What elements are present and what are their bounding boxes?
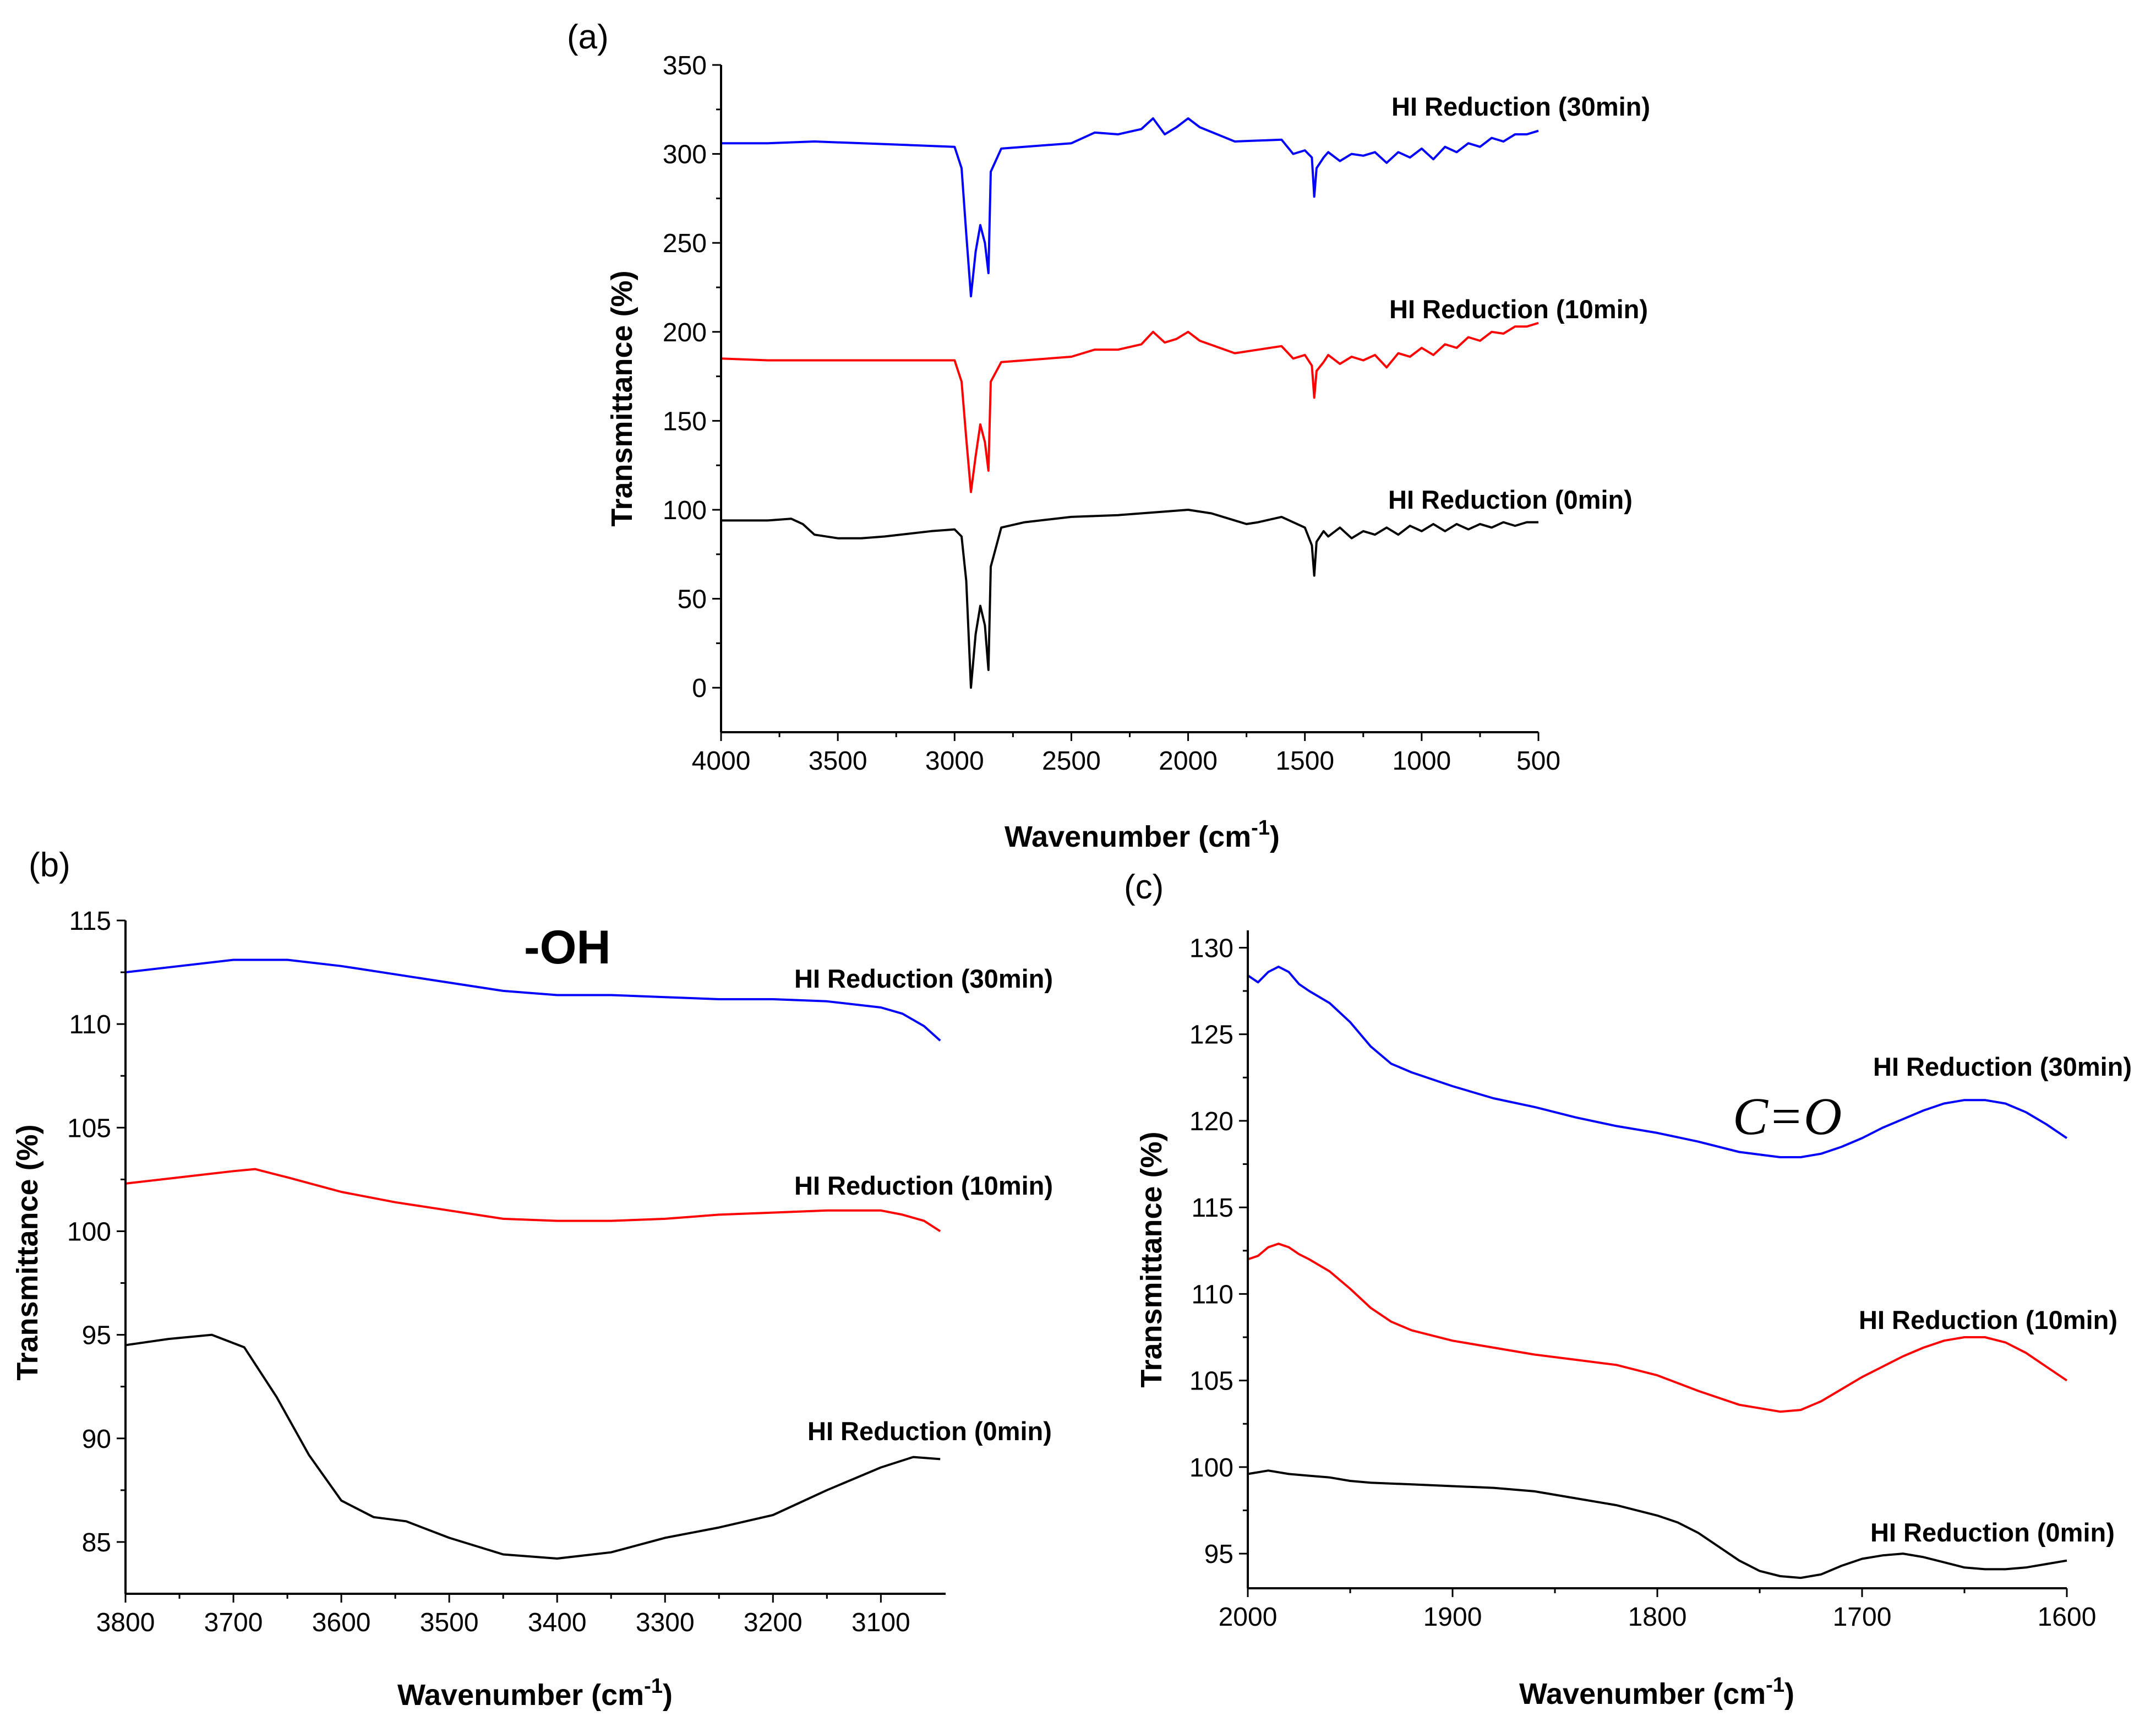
panel-c-y-ticks: 95 100 105 110 115 120 125 130	[1189, 934, 1248, 1569]
panel-a-x-axis-title: Wavenumber (cm-1)	[1005, 816, 1280, 853]
panel-b-y-axis-title: Transmittance (%)	[11, 1124, 44, 1380]
panel-a-y-tick-label: 150	[663, 407, 707, 436]
panel-b-plot-area	[125, 958, 941, 1560]
panel-b-x-axis-title-main: Wavenumber (cm	[397, 1679, 644, 1712]
panel-a-x-tick-label: 2000	[1159, 747, 1218, 776]
panel-c-x-ticks: 2000 1900 1800 1700 1600	[1219, 1588, 2097, 1632]
panel-c-label-30min: HI Reduction (30min)	[1873, 1052, 2132, 1081]
panel-a-x-axis-title-sup: -1	[1251, 816, 1270, 840]
panel-a-y-tick-label: 200	[663, 318, 707, 347]
panel-b-x-ticks: 3800 3700 3600 3500 3400 3300 3200 3100	[96, 1594, 910, 1637]
panel-b-x-tick-label: 3100	[852, 1608, 910, 1637]
panel-c-x-axis-title-close: )	[1784, 1677, 1794, 1710]
panel-b-series-0min	[125, 1333, 941, 1560]
panel-b-series-30min	[125, 958, 941, 1042]
panel-b-y-tick-label: 85	[82, 1528, 111, 1557]
panel-a-x-axis-title-main: Wavenumber (cm	[1005, 820, 1251, 853]
panel-c-x-axis-title-sup: -1	[1766, 1674, 1784, 1697]
panel-b-x-tick-label: 3300	[636, 1608, 695, 1637]
panel-b-x-tick-label: 3400	[528, 1608, 587, 1637]
panel-c-label-0min: HI Reduction (0min)	[1870, 1518, 2115, 1547]
panel-a-label-10min: HI Reduction (10min)	[1389, 295, 1648, 324]
panel-b-x-axis-title-close: )	[663, 1679, 673, 1712]
panel-a-y-tick-label: 0	[692, 674, 707, 703]
panel-a-y-tick-label: 250	[663, 229, 707, 258]
panel-b-y-tick-label: 95	[82, 1321, 111, 1350]
panel-c-x-axis-title-main: Wavenumber (cm	[1519, 1677, 1766, 1710]
panel-c-series-10min	[1247, 1243, 2068, 1413]
panel-a-series-10min	[721, 322, 1539, 493]
panel-b-y-tick-label: 110	[69, 1010, 111, 1039]
panel-c-plot-area	[1247, 966, 2068, 1579]
panel-b-y-tick-label: 105	[67, 1114, 111, 1143]
panel-a-x-tick-label: 2500	[1042, 747, 1101, 776]
panel-a: (a) 0 50 100 150 200 250 300 350 4000 3500 3000 25…	[567, 18, 1650, 853]
panel-a-x-tick-label: 500	[1516, 747, 1560, 776]
panel-c-annotation-co: C=O	[1733, 1087, 1842, 1146]
panel-a-series-30min	[721, 117, 1539, 298]
panel-c-series-0min	[1247, 1469, 2067, 1579]
panel-c-x-tick-label: 2000	[1219, 1603, 1278, 1632]
panel-a-label: (a)	[567, 18, 609, 56]
panel-b-label: (b)	[29, 846, 70, 884]
panel-b-x-tick-label: 3500	[420, 1608, 479, 1637]
panel-a-x-tick-label: 1000	[1392, 747, 1451, 776]
panel-c-series-30min	[1247, 966, 2068, 1158]
panel-a-y-tick-label: 300	[663, 140, 707, 170]
panel-b-y-tick-label: 100	[67, 1217, 111, 1246]
panel-c-y-tick-label: 105	[1189, 1367, 1233, 1396]
panel-b-x-tick-label: 3800	[96, 1608, 155, 1637]
panel-b-label-10min: HI Reduction (10min)	[794, 1171, 1053, 1200]
panel-b-x-tick-label: 3600	[312, 1608, 371, 1637]
panel-c-y-tick-label: 115	[1191, 1194, 1233, 1223]
panel-a-y-ticks: 0 50 100 150 200 250 300 350	[663, 51, 721, 703]
panel-b-annotation-oh: -OH	[524, 921, 611, 974]
panel-a-x-tick-label: 1500	[1275, 747, 1334, 776]
panel-a-y-tick-label: 350	[663, 51, 707, 80]
panel-b-x-tick-label: 3200	[744, 1608, 803, 1637]
panel-a-y-tick-label: 50	[678, 585, 707, 614]
panel-a-x-tick-label: 3500	[809, 747, 867, 776]
panel-b-x-axis-title: Wavenumber (cm-1)	[397, 1675, 673, 1712]
panel-a-label-30min: HI Reduction (30min)	[1391, 92, 1650, 121]
panel-a-y-axis-title: Transmittance (%)	[605, 270, 638, 526]
panel-c-y-tick-label: 95	[1204, 1540, 1233, 1569]
panel-b-y-ticks: 85 90 95 100 105 110 115	[67, 907, 125, 1557]
panel-a-plot-area	[721, 117, 1539, 689]
panel-b-x-tick-label: 3700	[204, 1608, 263, 1637]
panel-a-series-0min	[721, 509, 1538, 689]
panel-b-x-axis-title-sup: -1	[644, 1675, 663, 1698]
panel-c-x-axis-title: Wavenumber (cm-1)	[1519, 1674, 1794, 1710]
panel-b-label-0min: HI Reduction (0min)	[807, 1417, 1052, 1446]
panel-a-x-ticks: 4000 3500 3000 2500 2000 1500 1000 500	[692, 732, 1560, 776]
panel-a-x-tick-label: 3000	[925, 747, 984, 776]
panel-c-label-10min: HI Reduction (10min)	[1859, 1305, 2117, 1334]
panel-b-series-10min	[125, 1168, 941, 1233]
panel-b-y-tick-label: 115	[69, 907, 111, 936]
panel-c-y-tick-label: 120	[1189, 1107, 1233, 1136]
panel-c-y-tick-label: 125	[1189, 1021, 1233, 1050]
panel-c-y-tick-label: 110	[1191, 1280, 1233, 1309]
panel-a-label-0min: HI Reduction (0min)	[1388, 485, 1633, 514]
panel-c-label: (c)	[1124, 868, 1164, 906]
panel-a-x-axis-title-close: )	[1270, 820, 1280, 853]
panel-c-x-tick-label: 1700	[1833, 1603, 1892, 1632]
panel-c-x-tick-label: 1900	[1423, 1603, 1482, 1632]
panel-b-y-tick-label: 90	[82, 1425, 111, 1454]
panel-a-x-tick-label: 4000	[692, 747, 751, 776]
panel-c-x-tick-label: 1600	[2038, 1603, 2097, 1632]
panel-c-x-tick-label: 1800	[1628, 1603, 1687, 1632]
panel-c-y-tick-label: 130	[1189, 934, 1233, 963]
panel-b-label-30min: HI Reduction (30min)	[794, 964, 1053, 993]
panel-c: (c) 95 100 105 110 115 120 125 130 2000 1900 1800…	[1124, 868, 2132, 1710]
panel-c-y-axis-title: Transmittance (%)	[1135, 1131, 1168, 1387]
panel-c-y-tick-label: 100	[1189, 1453, 1233, 1483]
panel-a-y-tick-label: 100	[663, 496, 707, 525]
